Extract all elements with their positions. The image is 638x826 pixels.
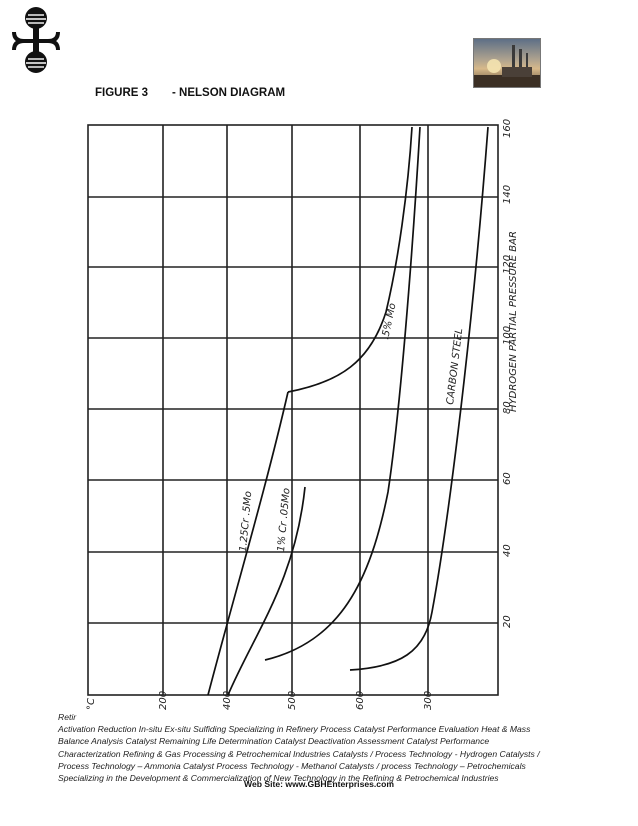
figure-label: FIGURE 3 (95, 87, 149, 99)
y-tick-160: 160 (502, 119, 513, 138)
x-tick-300: 300 (423, 691, 434, 710)
footer-line: Characterization Refining & Gas Processi… (58, 748, 540, 759)
curve-125cr-05mo (207, 391, 289, 696)
website-link[interactable]: Web Site: www.GBHEnterprises.com (244, 779, 394, 789)
curve-carbon-steel (349, 126, 489, 671)
gbh-logo-icon (12, 7, 60, 73)
y-axis-label: HYDROGEN PARTIAL PRESSURE BAR (508, 231, 519, 412)
curve-label-c2: 1% Cr .05Mo (276, 488, 293, 553)
diagram-curves (207, 126, 489, 696)
footer-line: Process Technology – Ammonia Catalyst Pr… (58, 760, 526, 771)
x-tick-200: 200 (158, 691, 169, 710)
curve-1cr-05mo (227, 486, 306, 696)
y-tick-80: 80 (502, 401, 513, 414)
x-tick-400: 400 (222, 691, 233, 710)
footer-line: Activation Reduction In-situ Ex-situ Sul… (58, 724, 531, 735)
footer-line: Balance Analysis Catalyst Remaining Life… (58, 736, 490, 747)
curve-label-c1: 1.25Cr .5Mo (238, 491, 254, 553)
y-tick-100: 100 (502, 326, 513, 345)
y-tick-140: 140 (502, 185, 513, 204)
curve-05mo-lower (264, 126, 421, 661)
y-tick-40: 40 (502, 544, 513, 557)
footer-line: Specializing in the Development & Commer… (58, 773, 499, 784)
figure-title: - NELSON DIAGRAM (172, 87, 286, 99)
refinery-photo-icon (473, 38, 541, 88)
curve-05mo (287, 126, 413, 393)
footer-line: Retir (58, 712, 77, 722)
footer-description: Retir Activation Reduction In-situ Ex-si… (58, 711, 618, 784)
x-tick-600: 600 (355, 691, 366, 710)
y-tick-20: 20 (502, 615, 513, 628)
y-tick-120: 120 (502, 255, 513, 274)
diagram-grid (87, 124, 499, 696)
x-tick-500: 500 (287, 691, 298, 710)
curve-label-c3: .5% Mo (380, 302, 398, 340)
x-tick-unit: °C (86, 698, 97, 710)
y-tick-60: 60 (502, 472, 513, 485)
nelson-diagram: 1.25Cr .5Mo 1% Cr .05Mo .5% Mo CARBON ST… (86, 119, 519, 710)
